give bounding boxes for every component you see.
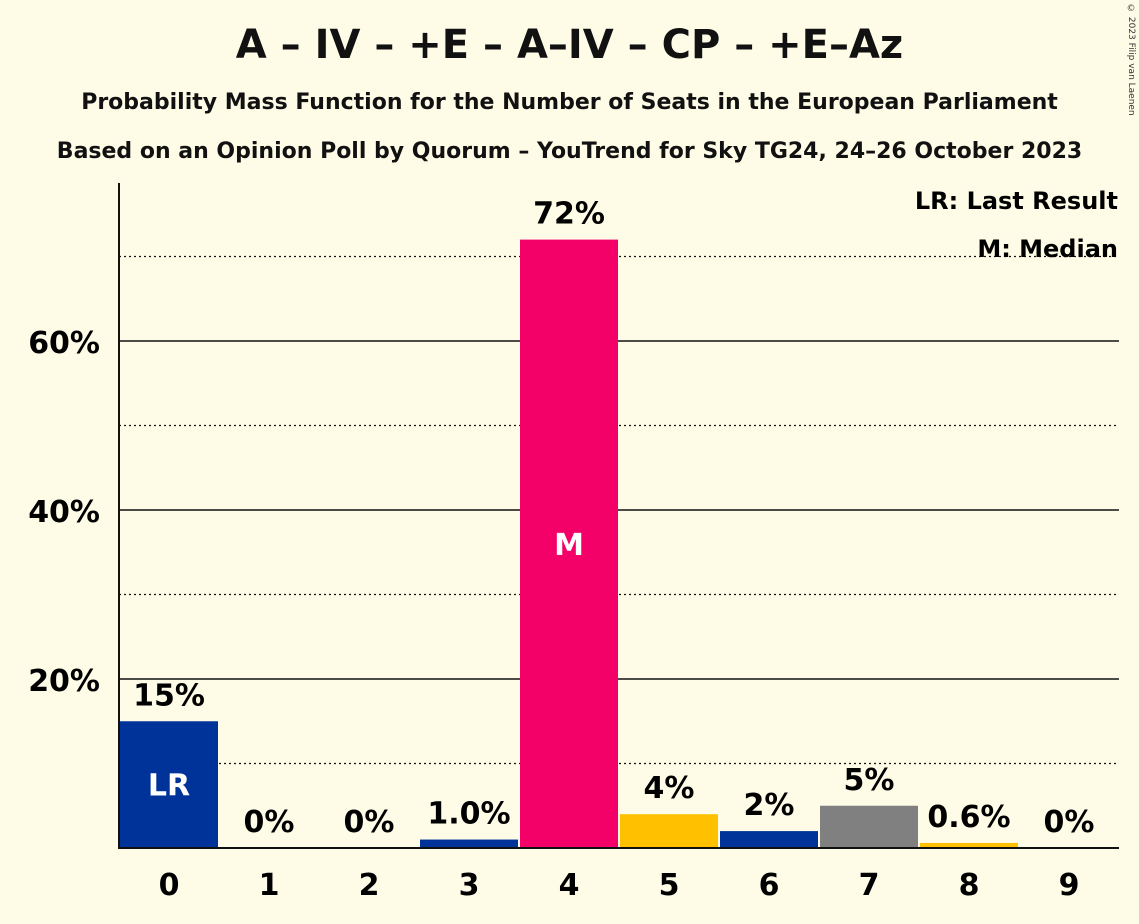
grid-lines (119, 255, 1119, 765)
x-tick-label-6: 6 (759, 868, 780, 903)
legend-median: M: Median (977, 235, 1118, 263)
bar-6 (720, 831, 818, 848)
bar-3 (420, 839, 518, 848)
x-tick-label-7: 7 (859, 868, 880, 903)
value-label-7: 5% (844, 763, 895, 798)
value-label-6: 2% (744, 788, 795, 823)
y-tick-labels: 20% 40% 60% (28, 326, 100, 699)
y-tick-label: 60% (28, 326, 100, 361)
median-marker: M (554, 528, 584, 563)
copyright-note: © 2023 Filip van Laenen (1126, 4, 1136, 116)
x-tick-label-3: 3 (459, 868, 480, 903)
x-tick-labels: 0 1 2 3 4 5 6 7 8 9 (159, 868, 1080, 903)
bar-5 (620, 814, 718, 848)
value-labels: 15% 0% 0% 1.0% 72% 4% 2% 5% 0.6% 0% (133, 197, 1094, 840)
x-tick-label-4: 4 (559, 868, 580, 903)
legend-last-result: LR: Last Result (915, 187, 1118, 215)
value-label-8: 0.6% (927, 800, 1010, 835)
bar-4 (520, 239, 618, 849)
x-tick-label-5: 5 (659, 868, 680, 903)
bars: LR M (120, 239, 1018, 849)
bar-8 (920, 842, 1018, 848)
bar-7 (820, 805, 918, 848)
x-tick-label-9: 9 (1059, 868, 1080, 903)
x-tick-label-8: 8 (959, 868, 980, 903)
value-label-0: 15% (133, 678, 205, 713)
last-result-marker: LR (148, 769, 190, 804)
x-tick-label-2: 2 (359, 868, 380, 903)
value-label-2: 0% (344, 805, 395, 840)
value-label-5: 4% (644, 771, 695, 806)
value-label-4: 72% (533, 197, 605, 232)
chart-subtitle-1: Probability Mass Function for the Number… (81, 90, 1058, 115)
value-label-3: 1.0% (427, 797, 510, 832)
x-tick-label-0: 0 (159, 868, 180, 903)
y-tick-label: 40% (28, 495, 100, 530)
chart-subtitle-2: Based on an Opinion Poll by Quorum – You… (56, 139, 1083, 164)
bar-0 (120, 721, 218, 848)
value-label-9: 0% (1044, 805, 1095, 840)
value-label-1: 0% (244, 805, 295, 840)
y-tick-label: 20% (28, 664, 100, 699)
x-tick-label-1: 1 (259, 868, 280, 903)
chart-title: A – IV – +E – A–IV – CP – +E–Az (235, 22, 904, 68)
